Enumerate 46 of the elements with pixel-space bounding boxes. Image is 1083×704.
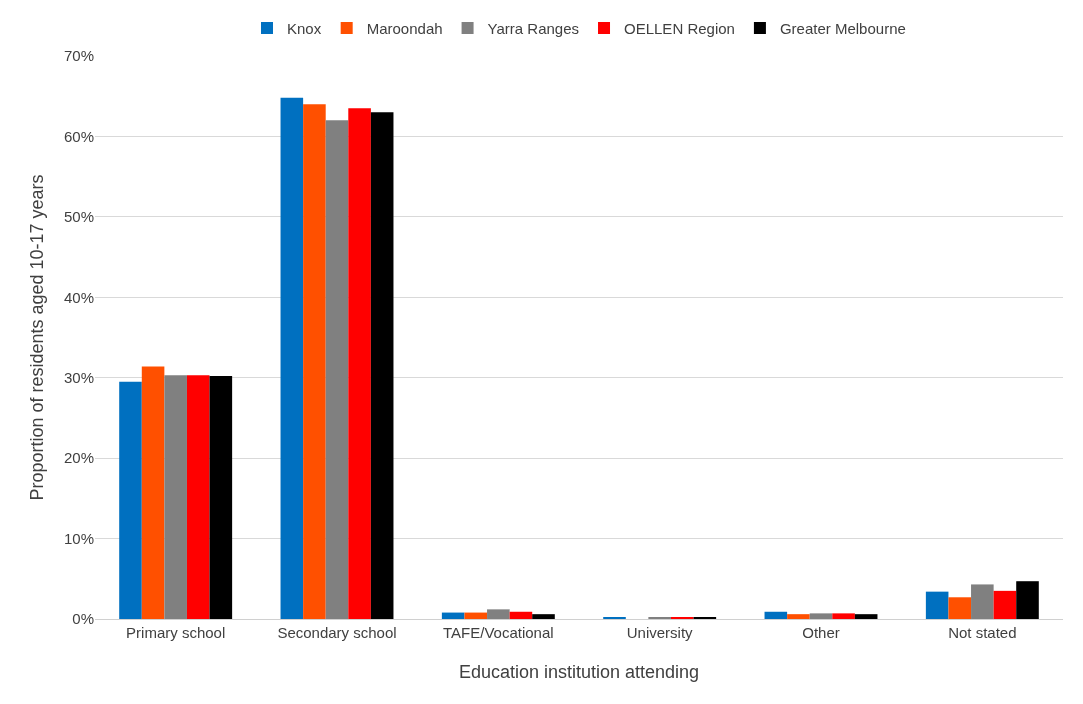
- bar: [809, 613, 833, 619]
- bar: [1016, 581, 1039, 619]
- bar: [971, 584, 994, 619]
- y-tick-label: 50%: [63, 208, 94, 226]
- bar: [370, 112, 394, 619]
- bar: [325, 120, 349, 619]
- bar: [141, 366, 165, 619]
- bar: [280, 97, 304, 619]
- bar: [993, 590, 1017, 619]
- bar: [509, 611, 533, 619]
- y-tick-label: 40%: [63, 288, 94, 306]
- legend-label: Greater Melbourne: [779, 19, 906, 37]
- bar: [164, 375, 187, 619]
- bar: [487, 609, 510, 619]
- bar: [464, 612, 488, 619]
- bar: [764, 611, 788, 619]
- legend-label: Knox: [287, 19, 322, 37]
- bar: [348, 108, 371, 619]
- x-tick-label: TAFE/Vocational: [443, 624, 554, 641]
- y-tick-label: 10%: [63, 529, 94, 547]
- bar: [303, 104, 326, 619]
- y-tick-label: 30%: [63, 368, 94, 386]
- bar: [832, 613, 855, 619]
- bar: [948, 597, 972, 619]
- y-tick-label: 70%: [63, 47, 94, 65]
- y-axis-title: Proportion of residents aged 10-17 years: [27, 174, 48, 501]
- bar: [441, 612, 465, 619]
- x-axis-title: Education institution attending: [458, 662, 700, 683]
- y-tick-label: 60%: [63, 127, 94, 145]
- x-tick-label: University: [626, 624, 694, 641]
- bar: [209, 376, 233, 619]
- legend-label: OELLEN Region: [624, 19, 735, 37]
- bar: [925, 591, 949, 619]
- y-tick-label: 20%: [63, 449, 94, 467]
- x-tick-label: Primary school: [126, 624, 226, 641]
- bar: [532, 614, 555, 619]
- legend-label: Yarra Ranges: [487, 19, 580, 37]
- bar: [119, 381, 142, 619]
- legend-label: Maroondah: [366, 19, 443, 37]
- bar: [854, 614, 878, 619]
- x-tick-label: Secondary school: [277, 624, 397, 641]
- bar: [186, 375, 210, 619]
- bar: [787, 614, 810, 619]
- x-tick-label: Not stated: [948, 624, 1017, 641]
- x-tick-label: Other: [802, 624, 840, 641]
- y-tick-label: 0%: [72, 610, 94, 628]
